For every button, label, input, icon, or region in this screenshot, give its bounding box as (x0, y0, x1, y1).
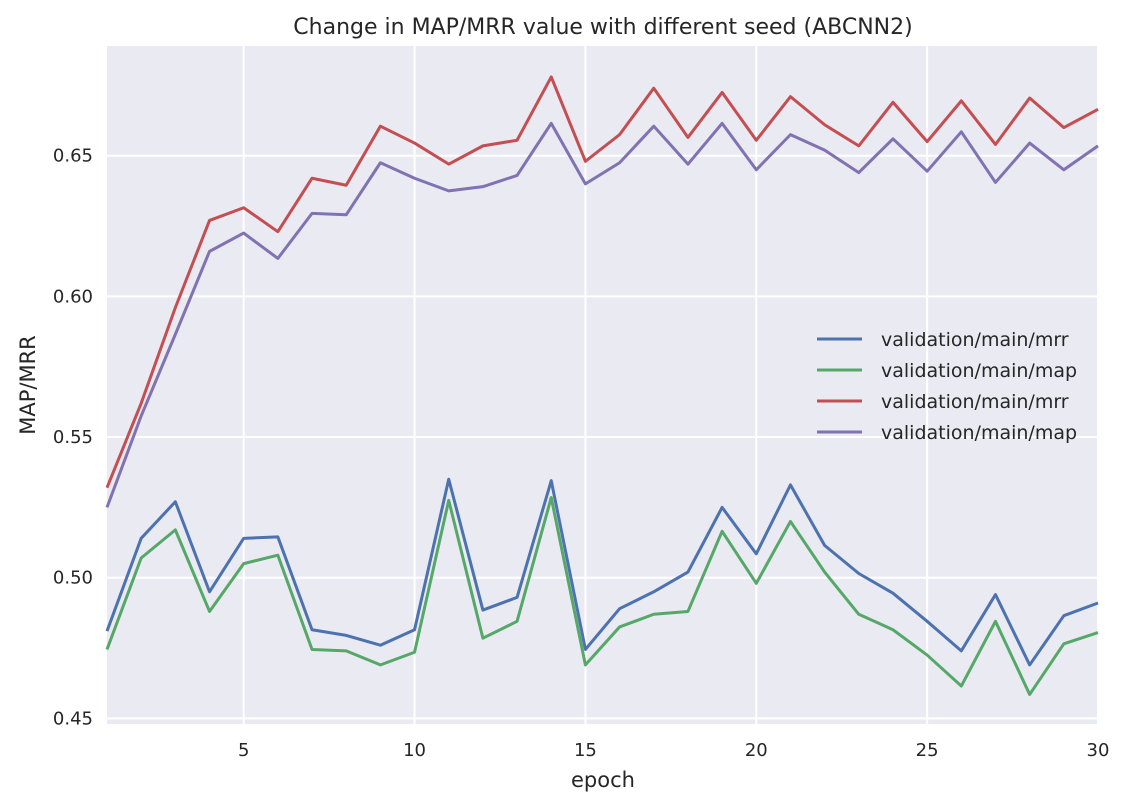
legend-label: validation/main/map (881, 360, 1077, 382)
series-lines (105, 75, 1099, 696)
y-tick-label: 0.60 (53, 286, 93, 307)
x-tick-label: 20 (745, 740, 768, 761)
series-line-4 (105, 121, 1099, 508)
legend: validation/main/mrr validation/main/map va… (817, 329, 1077, 444)
series-line-1 (105, 477, 1099, 667)
x-tick-label: 25 (916, 740, 939, 761)
y-axis-label: MAP/MRR (16, 335, 40, 435)
y-ticks: 0.45 0.50 0.55 0.60 0.65 (53, 146, 93, 730)
series-line-2 (105, 496, 1099, 696)
series-line-3 (105, 75, 1099, 489)
x-tick-label: 30 (1087, 740, 1110, 761)
legend-label: validation/main/map (881, 422, 1077, 444)
y-tick-label: 0.50 (53, 568, 93, 589)
x-tick-label: 10 (403, 740, 426, 761)
y-tick-label: 0.55 (53, 427, 93, 448)
y-tick-label: 0.65 (53, 146, 93, 167)
chart-title: Change in MAP/MRR value with different s… (293, 15, 912, 40)
legend-label: validation/main/mrr (881, 391, 1069, 413)
legend-label: validation/main/mrr (881, 329, 1069, 351)
x-tick-label: 15 (574, 740, 597, 761)
x-axis-label: epoch (571, 768, 635, 792)
y-tick-label: 0.45 (53, 708, 93, 729)
x-tick-label: 5 (238, 740, 249, 761)
x-ticks: 5 10 15 20 25 30 (238, 740, 1109, 761)
plot-area (107, 46, 1098, 724)
